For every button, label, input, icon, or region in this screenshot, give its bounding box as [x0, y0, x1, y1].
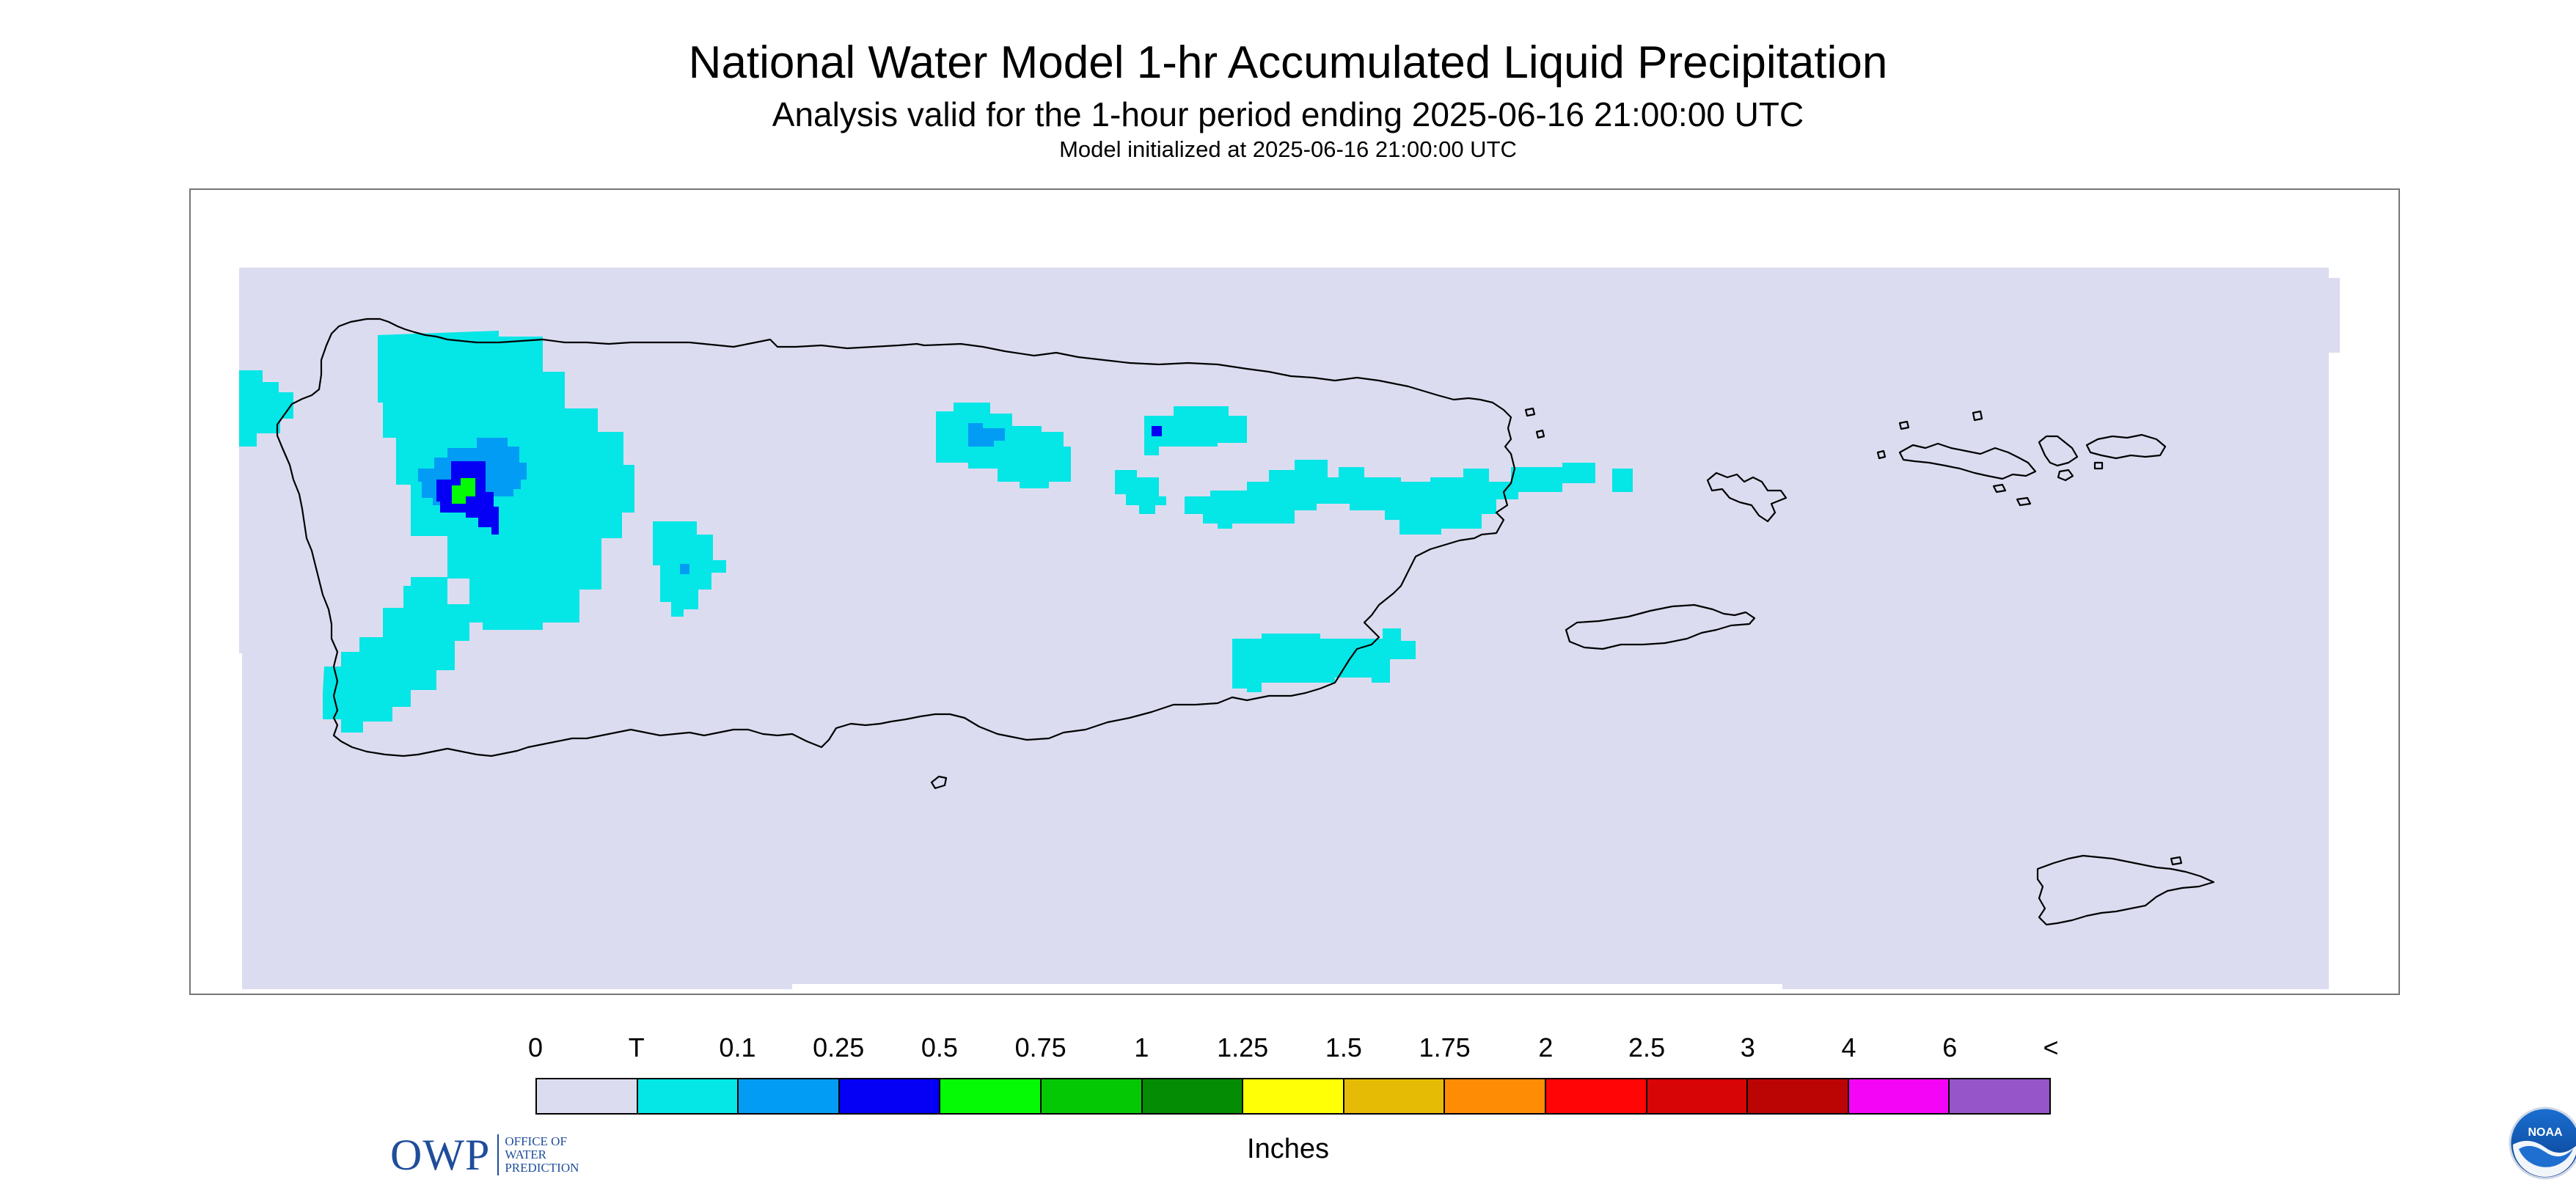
precip-area-north-east-2 — [1115, 470, 1166, 514]
legend-label: 1.75 — [1419, 1032, 1471, 1062]
coastline-islet-g — [1972, 410, 1983, 422]
legend-label: < — [2043, 1032, 2059, 1062]
map-panel: OWP OFFICE OF WATER PREDICTION NOAA — [189, 188, 2576, 1180]
coastline-islet-f — [1898, 420, 1910, 430]
coastline-vieques — [1565, 603, 1756, 650]
legend-swatch — [537, 1079, 638, 1113]
owp-logo-letters: OWP — [390, 1130, 491, 1179]
owp-logo: OWP OFFICE OF WATER PREDICTION — [390, 1130, 579, 1180]
coastline-islet-a — [2057, 469, 2074, 482]
owp-logo-subtext: OFFICE OF WATER PREDICTION — [505, 1135, 579, 1175]
precip-heavy-areas — [452, 478, 475, 504]
legend-units: Inches — [1247, 1134, 1329, 1164]
legend-label: 1.25 — [1217, 1032, 1269, 1062]
legend-labels: 0 T 0.1 0.25 0.5 0.75 1 1.25 1.5 1.75 2 2.5 3 4 6 < — [0, 1030, 2576, 1074]
coastline-mona — [930, 775, 948, 790]
legend-label: 3 — [1740, 1032, 1755, 1062]
precip-area-north-east-3 — [1185, 460, 1595, 535]
owp-logo-line-1: OFFICE OF — [505, 1134, 567, 1148]
coastline-st-croix — [2036, 854, 2215, 926]
legend-colorbar — [535, 1078, 2051, 1115]
owp-logo-line-2: WATER — [505, 1148, 547, 1161]
legend-label: 2 — [1538, 1032, 1554, 1062]
legend-swatch — [1445, 1079, 1546, 1113]
legend-swatch — [1950, 1079, 2049, 1113]
legend-label: 4 — [1841, 1032, 1856, 1062]
legend-swatch — [739, 1079, 840, 1113]
legend-label: 0.75 — [1014, 1032, 1066, 1062]
legend-swatch — [1545, 1079, 1647, 1113]
legend-label: 2.5 — [1628, 1032, 1666, 1062]
owp-logo-divider — [497, 1134, 500, 1175]
coastline-st-thomas — [1898, 442, 2037, 480]
legend-swatch — [1848, 1079, 1950, 1113]
precip-area-east-dot — [1612, 469, 1633, 492]
legend-label: 0.5 — [921, 1032, 958, 1062]
legend-swatch — [1142, 1079, 1244, 1113]
coastlines — [276, 317, 2215, 926]
precip-area-central-west-light — [680, 564, 689, 574]
model-domain — [239, 268, 2340, 989]
legend-label: 1 — [1134, 1032, 1149, 1062]
coastline-islet-d — [1876, 449, 1887, 460]
precip-area-north-east-1 — [1144, 406, 1247, 455]
map-title: National Water Model 1-hr Accumulated Li… — [688, 37, 1888, 88]
model-init-line: Model initialized at 2025-06-16 21:00:00… — [1059, 136, 1517, 162]
precip-area-far-west — [239, 370, 293, 447]
precip-area-west-core — [436, 461, 499, 535]
legend-swatch — [1344, 1079, 1446, 1113]
coastline-culebra — [1706, 471, 1788, 523]
legend-swatch — [1041, 1079, 1143, 1113]
coastline-islet-b — [2093, 461, 2104, 470]
legend-swatch — [637, 1079, 739, 1113]
legend-label: 0 — [527, 1032, 544, 1062]
legend-swatch — [940, 1079, 1042, 1113]
legend-swatch — [1243, 1079, 1344, 1113]
legend-label: T — [628, 1032, 645, 1062]
noaa-logo-text: NOAA — [2528, 1126, 2563, 1139]
precip-area-southwest — [323, 577, 469, 733]
coastline-islet-j — [2170, 856, 2183, 866]
coastline-tortola — [2085, 433, 2167, 460]
legend-swatch — [1748, 1079, 1849, 1113]
precip-moderate-areas — [436, 426, 1162, 535]
legend-label: 6 — [1942, 1032, 1958, 1062]
coastline-st-john — [2038, 435, 2079, 467]
precip-area-west-peak — [452, 478, 475, 504]
owp-logo-line-3: PREDICTION — [505, 1161, 579, 1175]
legend-label: 1.5 — [1325, 1032, 1362, 1062]
legend-swatch — [1647, 1079, 1749, 1113]
noaa-logo: NOAA — [2509, 1106, 2576, 1180]
coastline-islet-h — [1524, 407, 1536, 417]
legend-label: 0.1 — [719, 1032, 756, 1062]
coastline-puerto-rico — [276, 317, 1516, 757]
noaa-logo-inner-wave — [2519, 1145, 2573, 1167]
coastline-islet-c — [2016, 496, 2032, 507]
coastline-islet-i — [1535, 429, 1545, 439]
legend-label: 0.25 — [813, 1032, 865, 1062]
coastline-islet-e — [1992, 483, 2007, 493]
precip-area-north-dot — [1152, 426, 1162, 436]
legend-swatch — [839, 1079, 941, 1113]
precip-area-north-central-light — [968, 423, 1005, 447]
map-subtitle: Analysis valid for the 1-hour period end… — [772, 95, 1804, 133]
precipitation-map — [239, 268, 2340, 989]
